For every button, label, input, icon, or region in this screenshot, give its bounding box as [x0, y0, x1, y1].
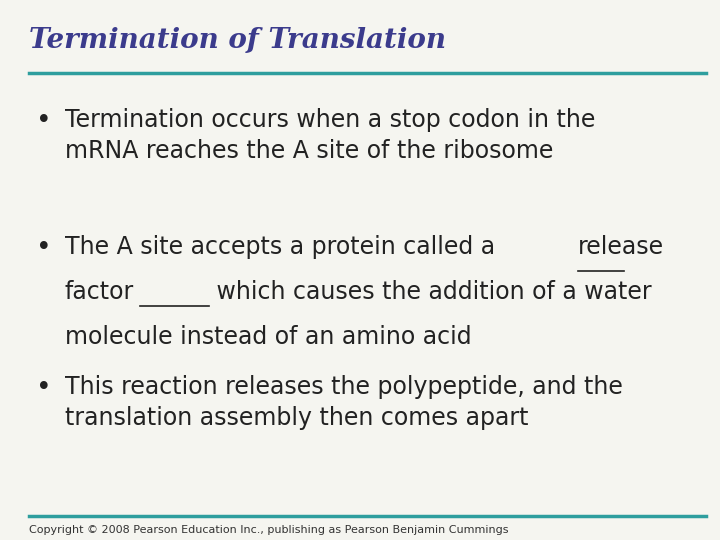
Text: factor: factor [65, 280, 134, 303]
Text: •: • [36, 375, 52, 401]
Text: Copyright © 2008 Pearson Education Inc., publishing as Pearson Benjamin Cummings: Copyright © 2008 Pearson Education Inc.,… [29, 524, 508, 535]
Text: This reaction releases the polypeptide, and the
translation assembly then comes : This reaction releases the polypeptide, … [65, 375, 623, 430]
Text: Termination of Translation: Termination of Translation [29, 27, 446, 54]
Text: •: • [36, 235, 52, 261]
Text: release: release [578, 235, 664, 259]
Text: Termination occurs when a stop codon in the
mRNA reaches the A site of the ribos: Termination occurs when a stop codon in … [65, 108, 595, 163]
Text: The A site accepts a protein called a: The A site accepts a protein called a [65, 235, 503, 259]
Text: •: • [36, 108, 52, 134]
Text: molecule instead of an amino acid: molecule instead of an amino acid [65, 325, 472, 348]
Text: which causes the addition of a water: which causes the addition of a water [210, 280, 652, 303]
